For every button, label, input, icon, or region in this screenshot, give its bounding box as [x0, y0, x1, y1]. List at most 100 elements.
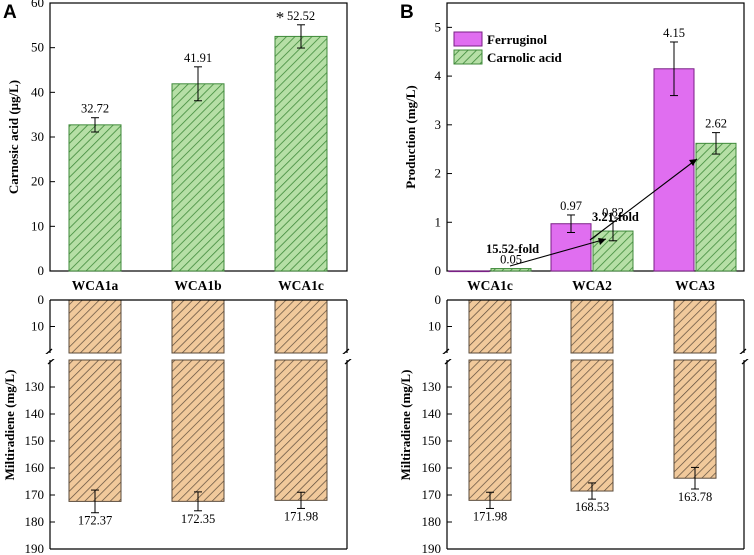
panel-a-bottom-frame — [42, 299, 355, 550]
bar-lower — [570, 359, 614, 492]
panel-b-bottom-frame — [439, 299, 752, 550]
y-tick-label: 0 — [435, 263, 442, 278]
data-label: 172.37 — [78, 514, 112, 528]
panel-b-bottom-bars: 171.98 168.53 163.78 — [468, 299, 717, 523]
significance-mark: * — [276, 8, 285, 27]
bar-lower — [68, 359, 122, 502]
panel-a-bottom-bars: 172.37 172.35 171.98 — [68, 299, 328, 528]
panel-b-top-yticks: 0 1 2 3 4 5 — [435, 19, 452, 278]
y-tick-label: 0 — [38, 263, 45, 278]
category-label: WCA1c — [278, 278, 324, 293]
y-tick-label: 40 — [31, 84, 44, 99]
panel-letter-a: A — [3, 2, 17, 23]
data-label: 0.97 — [560, 199, 582, 213]
y-tick-label: 150 — [25, 433, 45, 448]
legend: Ferruginol Carnolic acid — [453, 31, 563, 65]
panel-letter-b: B — [400, 2, 414, 23]
bar — [171, 83, 225, 272]
category-label: WCA3 — [675, 278, 715, 293]
panel-a-category-labels: WCA1a WCA1b WCA1c — [72, 278, 324, 293]
axis-break-gap — [439, 354, 752, 359]
bar — [695, 142, 737, 272]
bar-upper — [570, 299, 614, 354]
panel-b-bottom-ylabel: Miltiradiene (mg/L) — [398, 370, 413, 481]
bar-upper — [274, 299, 328, 354]
data-label: 52.52 — [287, 9, 315, 23]
y-tick-label: 160 — [422, 460, 442, 475]
data-label: 171.98 — [284, 509, 318, 523]
data-label: 172.35 — [181, 512, 215, 526]
panel-b-bottom-chart: 0 10 130 140 150 160 170 180 190 171.98 168.53 163… — [398, 292, 752, 555]
category-label: WCA2 — [572, 278, 612, 293]
y-tick-label: 160 — [25, 460, 45, 475]
panel-b-top-chart: 0 1 2 3 4 5 0.97 4.15 0.05 0.82 2.62 Production (… — [403, 2, 745, 278]
fold-label-2: 3.21-fold — [592, 210, 639, 224]
bar-lower — [673, 359, 717, 479]
fold-arrow-2 — [589, 158, 698, 241]
bar-upper — [171, 299, 225, 354]
data-label: 0.82 — [602, 205, 624, 219]
bar — [448, 270, 490, 273]
y-tick-label: 2 — [435, 166, 442, 181]
y-tick-label: 170 — [422, 487, 442, 502]
y-tick-label: 130 — [25, 379, 45, 394]
data-label: 168.53 — [575, 500, 609, 514]
legend-label-carnolic-acid: Carnolic acid — [487, 50, 563, 65]
y-tick-label: 0 — [38, 292, 45, 307]
fold-arrow-1 — [509, 238, 607, 267]
panel-a-top-yticks: 0 10 20 30 40 50 60 — [31, 0, 55, 278]
y-tick-label: 170 — [25, 487, 45, 502]
y-tick-label: 10 — [31, 319, 44, 334]
bar-upper — [68, 299, 122, 354]
y-tick-label: 0 — [435, 292, 442, 307]
data-label: 41.91 — [184, 51, 212, 65]
bar — [653, 68, 695, 272]
axis-break-gap — [42, 354, 355, 359]
panel-b-bottom-yticks: 0 10 130 140 150 160 170 180 190 — [422, 292, 452, 555]
y-tick-label: 150 — [422, 433, 442, 448]
y-tick-label: 60 — [31, 0, 44, 10]
panel-a-top-chart: 0 10 20 30 40 50 60 32.72 41.91 52.52* Carnosic … — [6, 0, 348, 278]
y-tick-label: 140 — [422, 406, 442, 421]
panel-a-bottom-ylabel: Miltiradiene (mg/L) — [2, 370, 17, 481]
bar-lower — [171, 359, 225, 502]
data-label: 2.62 — [705, 117, 727, 131]
y-tick-label: 130 — [422, 379, 442, 394]
fold-label-1: 15.52-fold — [486, 242, 539, 256]
panel-b-top-ylabel: Production (mg/L) — [403, 85, 418, 188]
y-tick-label: 10 — [31, 218, 44, 233]
legend-label-ferruginol: Ferruginol — [487, 32, 547, 47]
data-label: 32.72 — [81, 102, 109, 116]
y-tick-label: 5 — [435, 19, 442, 34]
y-tick-label: 140 — [25, 406, 45, 421]
fold-arrowhead-2 — [689, 159, 697, 166]
bar — [274, 35, 328, 272]
y-tick-label: 50 — [31, 40, 44, 55]
panel-a-top-ylabel: Carnosic acid (μg/L) — [6, 80, 21, 194]
bar — [68, 124, 122, 272]
data-label: 171.98 — [473, 509, 507, 523]
y-tick-label: 1 — [435, 214, 442, 229]
bar — [490, 268, 532, 272]
data-label: 0.05 — [500, 253, 522, 267]
fold-annotations: 15.52-fold 3.21-fold — [486, 158, 698, 267]
y-tick-label: 180 — [25, 514, 45, 529]
y-tick-label: 30 — [31, 129, 44, 144]
category-label: WCA1a — [72, 278, 119, 293]
bar-upper — [673, 299, 717, 354]
legend-swatch-ferruginol — [453, 31, 483, 47]
panel-a-bottom-chart: 0 10 130 140 150 160 170 180 190 172.37 172.35 171… — [2, 292, 355, 555]
panel-a-top-bars: 32.72 41.91 52.52* — [68, 8, 328, 272]
panel-a-bottom-yticks: 0 10 130 140 150 160 170 180 190 — [25, 292, 55, 555]
data-label: 4.15 — [663, 26, 685, 40]
data-label: 163.78 — [678, 490, 712, 504]
y-tick-label: 3 — [435, 117, 442, 132]
category-label: WCA1b — [174, 278, 221, 293]
y-tick-label: 190 — [422, 541, 442, 555]
fold-arrowhead-1 — [598, 238, 606, 245]
bar-upper — [468, 299, 512, 354]
y-tick-label: 190 — [25, 541, 45, 555]
y-tick-label: 4 — [435, 68, 442, 83]
y-tick-label: 20 — [31, 174, 44, 189]
